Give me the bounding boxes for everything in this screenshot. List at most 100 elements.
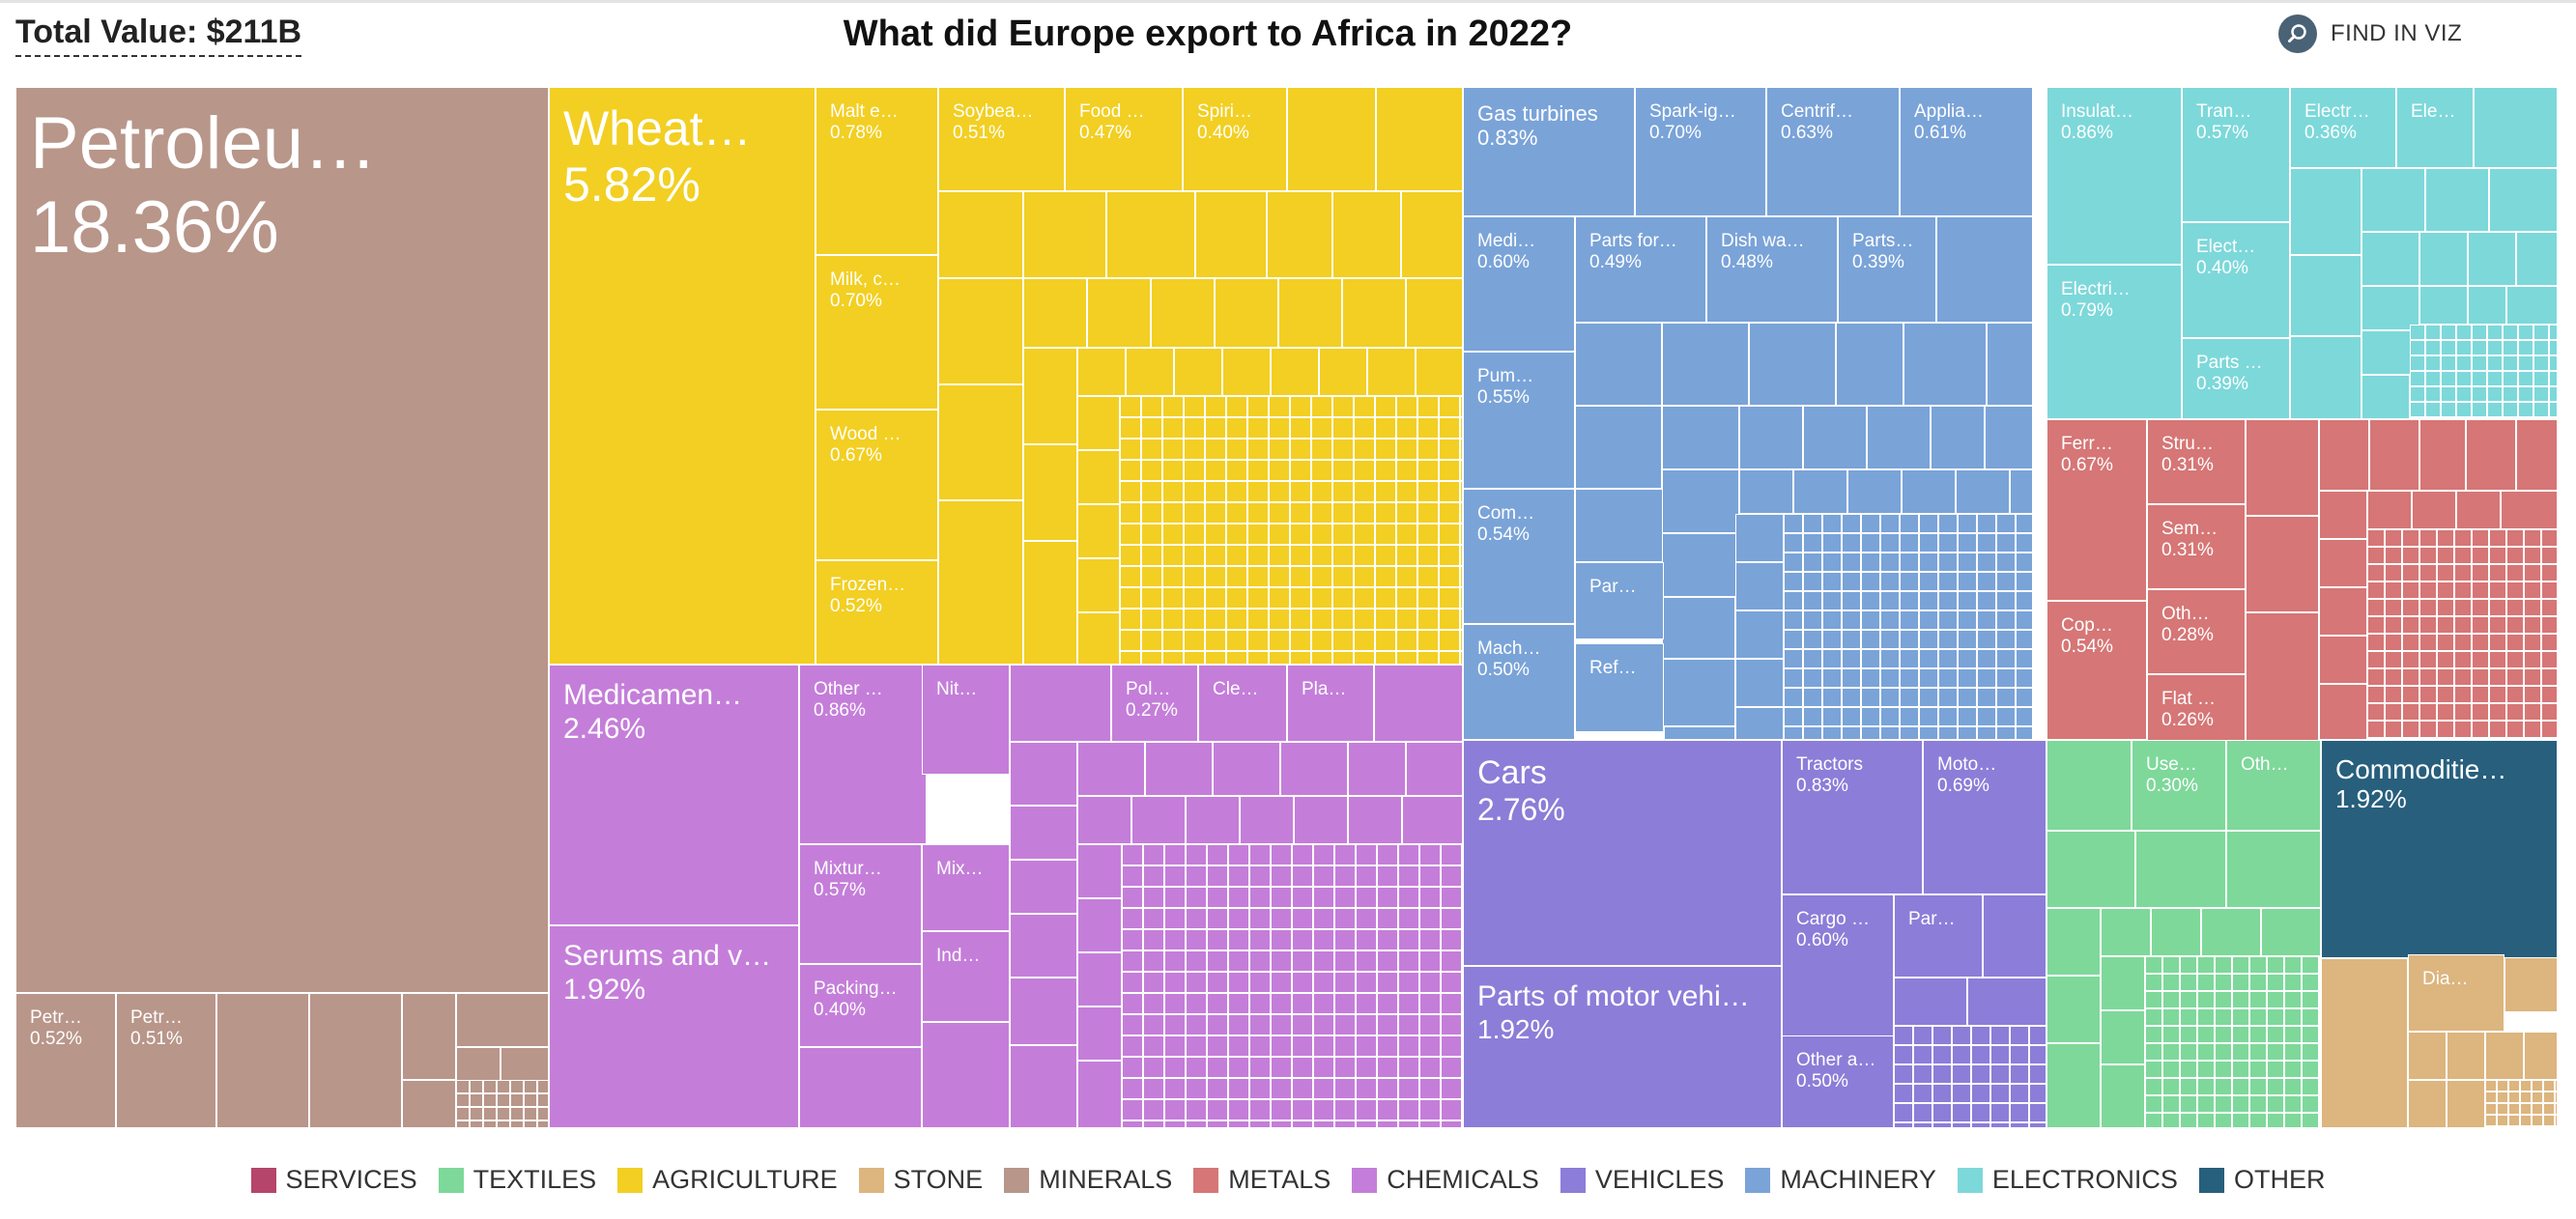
treemap-cell[interactable] — [1269, 651, 1290, 665]
treemap-cell[interactable] — [1162, 439, 1184, 460]
treemap-cell[interactable] — [2419, 564, 2437, 581]
treemap-cell[interactable] — [2197, 1043, 2215, 1061]
treemap-cell[interactable] — [1903, 323, 1987, 406]
treemap-cell[interactable] — [1228, 844, 1249, 865]
treemap-cell[interactable] — [2543, 1091, 2555, 1103]
treemap-cell[interactable] — [2541, 616, 2557, 634]
treemap-cell[interactable] — [1377, 993, 1398, 1014]
treemap-cell[interactable] — [1977, 533, 1996, 553]
treemap-cell[interactable] — [2506, 668, 2524, 686]
treemap-cell[interactable] — [1186, 950, 1207, 972]
treemap-cell[interactable] — [2518, 417, 2533, 419]
treemap-cell[interactable] — [1406, 742, 1463, 796]
treemap-cell[interactable] — [2162, 1113, 2180, 1128]
treemap-cell[interactable] — [1186, 887, 1207, 908]
treemap-cell[interactable] — [1269, 545, 1290, 566]
treemap-cell[interactable] — [2472, 564, 2489, 581]
treemap-cell[interactable] — [2162, 956, 2180, 974]
treemap-cell[interactable] — [1996, 707, 2016, 726]
treemap-cell[interactable] — [2454, 738, 2472, 740]
treemap-cell[interactable] — [1269, 587, 1290, 609]
treemap-cell[interactable] — [2302, 1026, 2319, 1043]
treemap-cell[interactable] — [1439, 396, 1460, 417]
treemap-cell[interactable] — [1122, 865, 1143, 887]
legend-item-other[interactable]: OTHER — [2198, 1165, 2325, 1195]
treemap-cell[interactable] — [2489, 738, 2506, 740]
treemap-cell[interactable] — [1292, 993, 1313, 1014]
treemap-cell[interactable] — [2246, 612, 2319, 742]
treemap-cell[interactable] — [2410, 325, 2425, 340]
treemap-cell[interactable] — [1213, 742, 1280, 796]
treemap-cell[interactable] — [1460, 396, 1463, 417]
treemap-cell[interactable] — [1207, 1120, 1228, 1128]
treemap-cell[interactable] — [1958, 688, 1977, 707]
treemap-cell[interactable] — [1441, 865, 1462, 887]
treemap-cell[interactable] — [1441, 950, 1462, 972]
treemap-cell[interactable] — [2319, 1095, 2321, 1113]
treemap-cell[interactable] — [2267, 974, 2284, 991]
treemap-cell[interactable] — [1575, 323, 1662, 406]
treemap-cell[interactable] — [1290, 587, 1311, 609]
treemap-cell[interactable] — [1822, 553, 1842, 572]
treemap-cell[interactable]: Mach… 0.50% — [1463, 624, 1575, 740]
treemap-cell[interactable] — [2319, 636, 2367, 684]
treemap-cell[interactable] — [1023, 444, 1077, 541]
treemap-cell[interactable] — [537, 1120, 549, 1128]
treemap-cell[interactable] — [537, 1080, 549, 1093]
treemap-cell[interactable]: Com… 0.54% — [1463, 489, 1575, 624]
treemap-cell[interactable] — [1122, 972, 1143, 993]
treemap-cell[interactable] — [2518, 371, 2533, 386]
treemap-cell[interactable] — [2284, 1026, 2302, 1043]
treemap-cell[interactable] — [1141, 545, 1162, 566]
treemap-cell[interactable] — [2549, 402, 2557, 417]
treemap-cell[interactable] — [1292, 1099, 1313, 1120]
treemap-cell[interactable] — [1141, 460, 1162, 481]
treemap-cell[interactable] — [2520, 1115, 2532, 1126]
treemap-cell[interactable] — [1377, 1078, 1398, 1099]
treemap-cell[interactable] — [2541, 721, 2557, 738]
treemap-cell[interactable] — [2524, 1032, 2557, 1080]
treemap-cell[interactable] — [1735, 707, 1784, 740]
treemap-cell[interactable] — [1662, 597, 1735, 659]
treemap-cell[interactable] — [1143, 908, 1164, 929]
treemap-cell[interactable] — [1419, 865, 1441, 887]
treemap-cell[interactable] — [1215, 278, 1278, 348]
treemap-cell[interactable] — [1023, 278, 1087, 348]
treemap-cell[interactable] — [1377, 1035, 1398, 1057]
treemap-cell[interactable] — [1162, 396, 1184, 417]
treemap-cell[interactable] — [2410, 386, 2425, 402]
treemap-cell[interactable] — [2029, 1045, 2046, 1064]
treemap-cell[interactable] — [1249, 1078, 1271, 1099]
treemap-cell[interactable] — [2145, 991, 2162, 1008]
treemap-cell[interactable] — [2543, 1103, 2555, 1115]
treemap-cell[interactable] — [2180, 1078, 2197, 1095]
treemap-cell[interactable] — [1958, 533, 1977, 553]
treemap-cell[interactable] — [1803, 591, 1822, 610]
treemap-cell[interactable] — [1735, 514, 1784, 562]
treemap-cell[interactable] — [2016, 688, 2033, 707]
treemap-cell[interactable] — [1803, 726, 1822, 740]
treemap-cell[interactable] — [2284, 956, 2302, 974]
treemap-cell[interactable] — [2485, 1103, 2497, 1115]
treemap-cell[interactable] — [1375, 524, 1396, 545]
treemap-cell[interactable] — [2385, 634, 2402, 651]
treemap-cell[interactable]: Spark-ig… 0.70% — [1635, 87, 1766, 216]
treemap-cell[interactable] — [1292, 887, 1313, 908]
treemap-cell[interactable] — [2555, 1126, 2557, 1128]
treemap-cell[interactable] — [1077, 844, 1122, 898]
treemap-cell[interactable] — [537, 1093, 549, 1107]
treemap-cell[interactable]: Medicamen… 2.46% — [549, 665, 799, 925]
treemap-cell[interactable] — [2232, 1113, 2249, 1128]
treemap-cell[interactable] — [1822, 688, 1842, 707]
treemap-cell[interactable] — [1919, 533, 1938, 553]
treemap-cell[interactable] — [1334, 865, 1356, 887]
treemap-cell[interactable] — [2489, 529, 2506, 547]
treemap-cell[interactable] — [2555, 1103, 2557, 1115]
treemap-cell[interactable] — [1977, 553, 1996, 572]
treemap-cell[interactable] — [2520, 1103, 2532, 1115]
treemap-cell[interactable] — [2419, 232, 2468, 286]
treemap-cell[interactable] — [1375, 566, 1396, 587]
treemap-cell[interactable] — [2249, 974, 2267, 991]
treemap-cell[interactable] — [2226, 831, 2321, 908]
treemap-cell[interactable] — [1205, 417, 1226, 439]
